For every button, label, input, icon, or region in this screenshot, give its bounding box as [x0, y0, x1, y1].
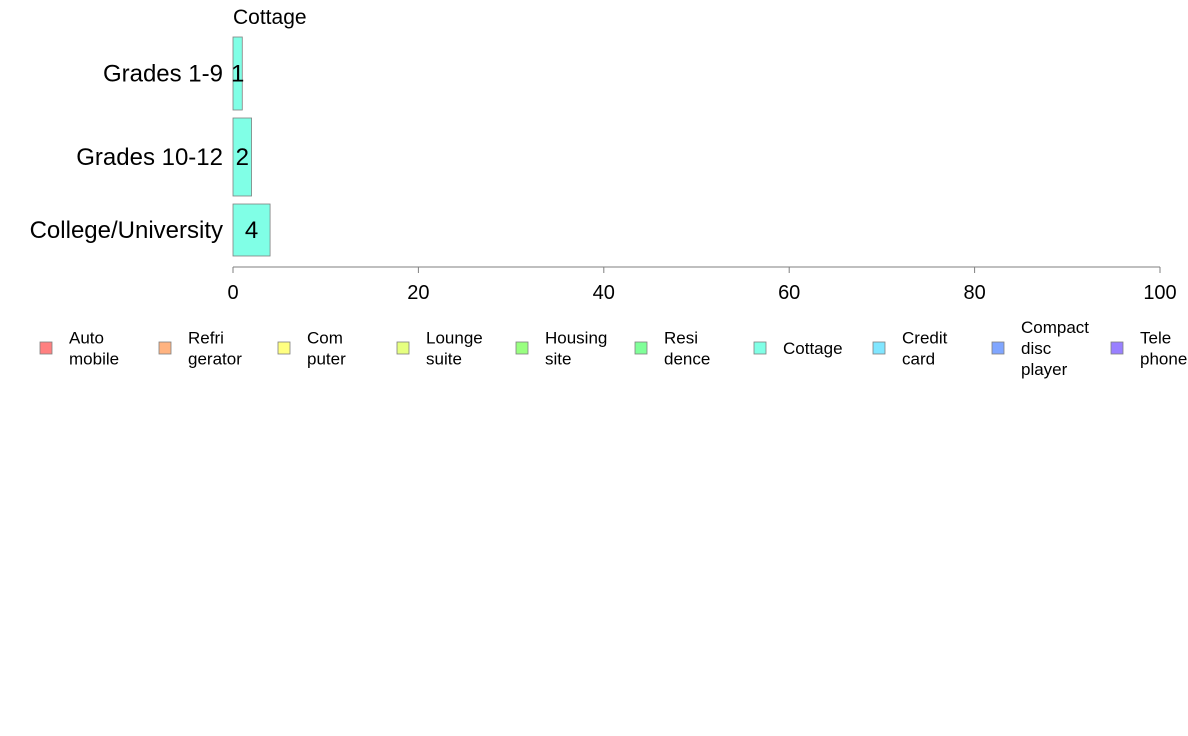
legend-label: Housing site	[545, 329, 607, 369]
legend-label: Resi dence	[664, 329, 710, 369]
legend-label: Com puter	[307, 329, 346, 369]
legend-swatch	[158, 341, 172, 355]
category-label: Grades 10-12	[76, 144, 223, 171]
legend-swatch	[515, 341, 529, 355]
legend-swatch	[396, 341, 410, 355]
legend-label: Lounge suite	[426, 329, 483, 369]
x-tick-label: 40	[593, 282, 615, 304]
legend-swatch	[277, 341, 291, 355]
legend-swatch	[872, 341, 886, 355]
x-tick-label: 100	[1143, 282, 1176, 304]
panel-title: Cottage	[233, 6, 307, 29]
category-label: Grades 1-9	[103, 61, 223, 88]
legend-swatch	[991, 341, 1005, 355]
legend-label: Credit card	[902, 329, 948, 369]
bar-value-label: 1	[231, 61, 244, 88]
bar	[232, 36, 243, 111]
category-label: College/University	[30, 217, 223, 244]
legend-swatch	[39, 341, 53, 355]
bar	[232, 203, 271, 257]
legend-label: Compact disc player	[1021, 318, 1089, 379]
bar	[232, 117, 252, 197]
bar-value-label: 4	[245, 217, 258, 244]
legend-label: Auto mobile	[69, 329, 119, 369]
x-axis: 0 20 40 60 80 100	[227, 266, 1177, 304]
legend-swatch	[634, 341, 648, 355]
legend-label: Refri gerator	[188, 329, 242, 369]
bar-value-label: 2	[236, 144, 249, 171]
legend-swatch	[753, 341, 767, 355]
x-tick-label: 80	[963, 282, 985, 304]
legend-swatch	[1110, 341, 1124, 355]
legend-label: Cottage	[783, 339, 843, 358]
bars-layer: 1 Grades 1-9 2 Grades 10-12 4 College/Univers…	[30, 36, 271, 257]
x-tick-label: 20	[407, 282, 429, 304]
legend: Auto mobile Refri gerator Com puter Lounge suit…	[39, 318, 1187, 379]
x-tick-label: 0	[227, 282, 238, 304]
x-tick-label: 60	[778, 282, 800, 304]
legend-label: Tele phone	[1140, 329, 1187, 369]
